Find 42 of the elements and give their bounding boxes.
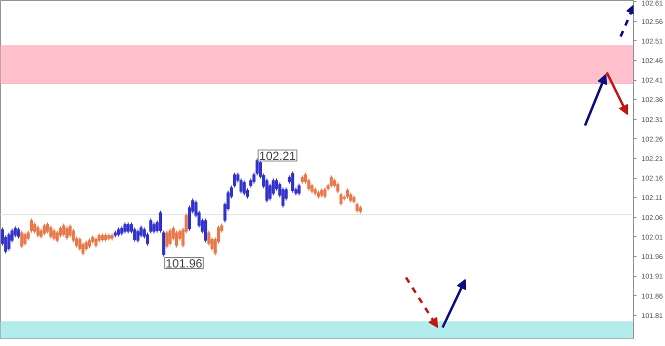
candlestick xyxy=(36,225,40,238)
candlestick xyxy=(175,230,178,248)
candlestick xyxy=(298,183,301,196)
candlestick xyxy=(20,230,24,249)
candlestick xyxy=(330,174,333,188)
candlestick xyxy=(356,202,359,214)
candlestick xyxy=(152,222,156,234)
candlestick xyxy=(84,240,88,252)
candlestick xyxy=(149,218,152,234)
candlestick xyxy=(33,222,36,234)
candlestick xyxy=(116,227,120,238)
candlestick xyxy=(49,225,52,240)
candlestick xyxy=(291,170,294,194)
annotation: 102.21 xyxy=(259,149,296,164)
candlestick xyxy=(7,232,10,252)
candlestick xyxy=(65,226,68,240)
candlestick xyxy=(346,188,350,200)
candlestick xyxy=(17,227,20,240)
candlestick xyxy=(120,226,124,236)
candlestick xyxy=(349,192,352,203)
candlestick xyxy=(339,192,343,206)
candlestick xyxy=(207,230,210,246)
candlestick xyxy=(323,187,326,200)
candlestick xyxy=(123,222,127,234)
candlestick xyxy=(62,223,66,238)
candlestick xyxy=(204,218,208,243)
candlestick xyxy=(242,180,246,196)
candlestick xyxy=(23,232,27,246)
annotation: 101.96 xyxy=(166,256,203,271)
candlestick xyxy=(82,242,85,256)
candlestick xyxy=(56,230,59,243)
candlestick xyxy=(78,236,82,252)
candlestick xyxy=(126,222,130,234)
candlestick xyxy=(320,188,324,198)
candlestick xyxy=(165,230,168,249)
candlestick xyxy=(94,236,98,248)
candlestick xyxy=(168,228,172,246)
candlestick xyxy=(336,182,340,194)
candlestick xyxy=(88,238,92,249)
candlestick xyxy=(42,223,46,236)
candlestick xyxy=(136,228,140,243)
candlestick xyxy=(52,228,56,241)
